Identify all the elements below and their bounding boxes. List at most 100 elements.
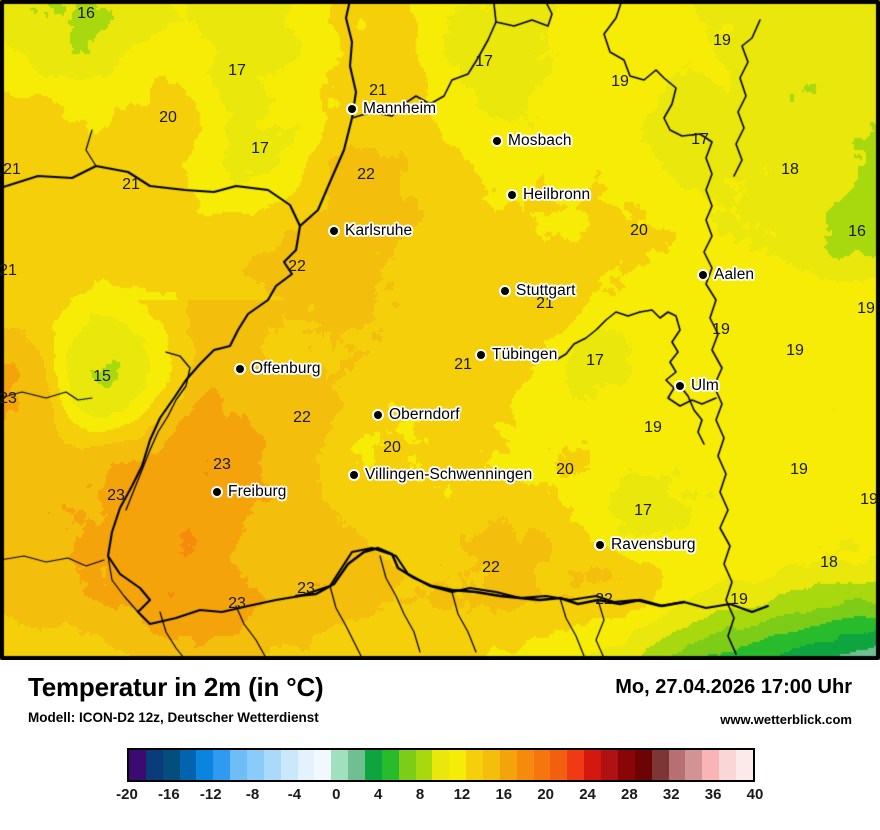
map-temperature-value: 22 — [482, 559, 500, 576]
map-city-marker: Ulm — [676, 377, 719, 395]
colorbar-swatch — [381, 750, 399, 780]
colorbar-swatch — [617, 750, 635, 780]
map-city-marker: Karlsruhe — [330, 222, 412, 240]
colorbar-tick-label: 12 — [453, 786, 471, 803]
colorbar-swatch — [297, 750, 315, 780]
map-city-marker: Mannheim — [348, 100, 436, 118]
city-dot-icon — [374, 411, 382, 419]
map-temperature-value: 22 — [357, 166, 375, 183]
model-subtitle: Modell: ICON-D2 12z, Deutscher Wetterdie… — [28, 710, 319, 725]
footer-panel: Temperatur in 2m (in °C) Modell: ICON-D2… — [0, 660, 880, 830]
colorbar — [127, 748, 755, 782]
colorbar-swatch — [230, 750, 248, 780]
city-dot-icon — [213, 488, 221, 496]
map-temperature-value: 20 — [383, 439, 401, 456]
colorbar-swatch — [398, 750, 416, 780]
colorbar-swatch — [331, 750, 349, 780]
map-city-marker: Tübingen — [477, 346, 557, 364]
site-url: www.wetterblick.com — [720, 712, 852, 727]
colorbar-swatch — [348, 750, 366, 780]
map-city-marker: Aalen — [699, 266, 754, 284]
colorbar-swatch — [702, 750, 720, 780]
colorbar-swatch — [365, 750, 382, 780]
city-dot-icon — [676, 382, 684, 390]
colorbar-swatch — [263, 750, 281, 780]
city-label: Offenburg — [251, 360, 321, 377]
colorbar-swatch — [129, 750, 146, 780]
city-label: Freiburg — [228, 483, 287, 500]
city-dot-icon — [508, 191, 516, 199]
map-temperature-value: 19 — [644, 419, 662, 436]
map-temperature-value: 20 — [159, 109, 177, 126]
map-temperature-value: 19 — [860, 491, 878, 508]
colorbar-swatch — [432, 750, 450, 780]
city-dot-icon — [348, 105, 356, 113]
city-dot-icon — [596, 541, 604, 549]
colorbar-tick-label: -20 — [116, 786, 138, 803]
map-city-marker: Freiburg — [213, 483, 287, 501]
colorbar-swatch — [280, 750, 298, 780]
colorbar-ticks: -20 -16 -12 -8 -4 0 4 8 12 16 20 24 28 32 36 40 — [0, 784, 880, 812]
map-temperature-value: 22 — [595, 591, 613, 608]
colorbar-swatch — [668, 750, 686, 780]
map-temperature-value: 23 — [228, 595, 246, 612]
colorbar-swatch — [685, 750, 703, 780]
map-temperature-value: 19 — [857, 300, 875, 317]
forecast-datetime: Mo, 27.04.2026 17:00 Uhr — [615, 676, 852, 698]
city-label: Oberndorf — [389, 406, 460, 423]
map-temperature-value: 21 — [3, 161, 21, 178]
temperature-raster-canvas — [0, 0, 880, 660]
colorbar-tick-label: -4 — [287, 786, 302, 803]
colorbar-tick-label: 24 — [579, 786, 596, 803]
map-temperature-value: 19 — [713, 32, 731, 49]
colorbar-swatch — [179, 750, 197, 780]
colorbar-swatch — [634, 750, 652, 780]
city-dot-icon — [493, 137, 501, 145]
colorbar-swatch — [567, 750, 585, 780]
map-city-marker: Ravensburg — [596, 536, 696, 554]
colorbar-swatch — [247, 750, 264, 780]
map-temperature-value: 21 — [369, 82, 387, 99]
temperature-legend: -20 -16 -12 -8 -4 0 4 8 12 16 20 24 28 32 36 40 — [0, 748, 880, 828]
colorbar-swatch — [601, 750, 618, 780]
colorbar-tick-label: 8 — [415, 786, 425, 803]
colorbar-swatch — [516, 750, 534, 780]
map-city-marker: Villingen-Schwenningen — [350, 466, 532, 484]
colorbar-tick-label: -12 — [199, 786, 222, 803]
colorbar-tick-label: 4 — [374, 786, 383, 803]
city-dot-icon — [477, 351, 485, 359]
city-label: Stuttgart — [516, 282, 576, 299]
city-label: Karlsruhe — [345, 222, 413, 239]
colorbar-swatch — [499, 750, 517, 780]
map-temperature-value: 15 — [93, 368, 111, 385]
map-temperature-value: 17 — [228, 62, 246, 79]
city-label: Tübingen — [492, 346, 558, 363]
map-temperature-value: 16 — [77, 5, 95, 22]
city-dot-icon — [350, 471, 358, 479]
colorbar-swatch — [162, 750, 180, 780]
map-temperature-value: 19 — [712, 321, 730, 338]
map-city-marker: Stuttgart — [501, 282, 576, 300]
city-label: Villingen-Schwenningen — [365, 466, 533, 483]
map-city-marker: Heilbronn — [508, 186, 590, 204]
colorbar-swatch — [196, 750, 214, 780]
city-label: Ulm — [691, 377, 719, 394]
map-temperature-value: 21 — [536, 295, 554, 312]
map-temperature-value: 18 — [781, 161, 799, 178]
map-temperature-value: 23 — [297, 580, 315, 597]
map-temperature-value: 19 — [790, 461, 808, 478]
map-temperature-value: 17 — [251, 140, 269, 157]
colorbar-swatch — [719, 750, 736, 780]
map-temperature-value: 21 — [122, 176, 140, 193]
weather-map-panel[interactable]: 16 17 20 17 21 21 22 21 17 19 19 17 18 20 16 21 22 21 19 19… — [0, 0, 880, 660]
map-city-marker: Offenburg — [236, 360, 321, 378]
map-temperature-value: 23 — [213, 456, 231, 473]
colorbar-swatch — [533, 750, 551, 780]
colorbar-swatch — [584, 750, 602, 780]
city-dot-icon — [330, 227, 338, 235]
map-temperature-value: 18 — [820, 554, 838, 571]
colorbar-tick-label: 36 — [704, 786, 722, 803]
map-temperature-value: 17 — [475, 53, 493, 70]
map-temperature-value: 21 — [454, 356, 472, 373]
colorbar-swatch — [466, 750, 484, 780]
